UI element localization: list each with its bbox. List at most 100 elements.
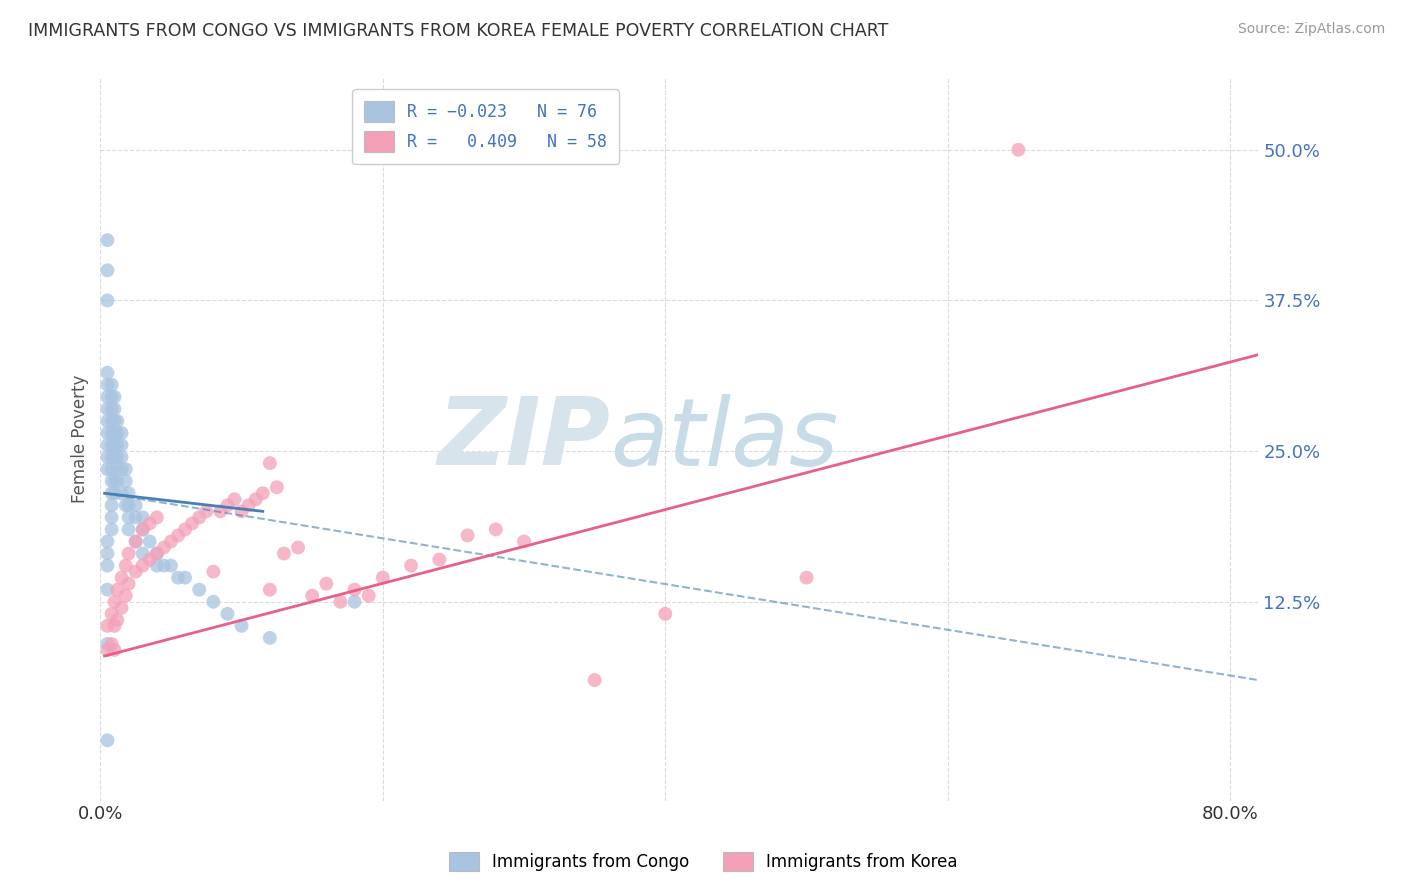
- Point: [114, 499, 136, 513]
- Point: [105, 450, 128, 464]
- Legend: R = −0.023   N = 76, R =   0.409   N = 58: R = −0.023 N = 76, R = 0.409 N = 58: [353, 89, 619, 164]
- Point: [100, 450, 122, 464]
- Point: [114, 558, 136, 573]
- Point: [103, 450, 125, 464]
- Point: [96, 377, 118, 392]
- Point: [329, 595, 352, 609]
- Point: [96, 547, 118, 561]
- Point: [231, 619, 253, 633]
- Point: [132, 547, 155, 561]
- Point: [457, 528, 479, 542]
- Point: [513, 534, 536, 549]
- Point: [124, 534, 146, 549]
- Point: [96, 438, 118, 452]
- Point: [105, 414, 128, 428]
- Point: [146, 547, 169, 561]
- Point: [160, 534, 183, 549]
- Point: [315, 576, 337, 591]
- Point: [202, 595, 225, 609]
- Point: [238, 499, 260, 513]
- Point: [100, 523, 122, 537]
- Point: [583, 673, 606, 687]
- Point: [100, 499, 122, 513]
- Point: [259, 631, 281, 645]
- Point: [100, 377, 122, 392]
- Point: [105, 582, 128, 597]
- Point: [96, 425, 118, 440]
- Point: [110, 438, 132, 452]
- Point: [100, 425, 122, 440]
- Point: [100, 438, 122, 452]
- Text: Source: ZipAtlas.com: Source: ZipAtlas.com: [1237, 22, 1385, 37]
- Point: [110, 600, 132, 615]
- Point: [167, 528, 190, 542]
- Point: [209, 504, 232, 518]
- Point: [343, 595, 366, 609]
- Point: [114, 462, 136, 476]
- Point: [124, 534, 146, 549]
- Point: [188, 510, 211, 524]
- Point: [96, 263, 118, 277]
- Point: [259, 582, 281, 597]
- Text: atlas: atlas: [610, 393, 838, 484]
- Point: [132, 523, 155, 537]
- Point: [105, 425, 128, 440]
- Point: [153, 541, 176, 555]
- Point: [167, 571, 190, 585]
- Point: [146, 558, 169, 573]
- Point: [117, 547, 139, 561]
- Point: [188, 582, 211, 597]
- Point: [100, 474, 122, 488]
- Point: [245, 492, 267, 507]
- Point: [1007, 143, 1029, 157]
- Point: [105, 613, 128, 627]
- Point: [110, 425, 132, 440]
- Point: [796, 571, 818, 585]
- Point: [96, 233, 118, 247]
- Point: [96, 293, 118, 308]
- Point: [132, 523, 155, 537]
- Point: [96, 733, 118, 747]
- Point: [160, 558, 183, 573]
- Point: [110, 462, 132, 476]
- Point: [139, 516, 162, 531]
- Point: [139, 534, 162, 549]
- Point: [132, 558, 155, 573]
- Point: [100, 390, 122, 404]
- Point: [301, 589, 323, 603]
- Point: [427, 552, 450, 566]
- Point: [100, 510, 122, 524]
- Point: [96, 643, 118, 657]
- Text: ZIP: ZIP: [437, 393, 610, 485]
- Text: IMMIGRANTS FROM CONGO VS IMMIGRANTS FROM KOREA FEMALE POVERTY CORRELATION CHART: IMMIGRANTS FROM CONGO VS IMMIGRANTS FROM…: [28, 22, 889, 40]
- Point: [202, 565, 225, 579]
- Point: [96, 366, 118, 380]
- Point: [132, 510, 155, 524]
- Point: [105, 462, 128, 476]
- Point: [117, 576, 139, 591]
- Point: [181, 516, 204, 531]
- Point: [287, 541, 309, 555]
- Point: [357, 589, 380, 603]
- Point: [103, 414, 125, 428]
- Point: [654, 607, 676, 621]
- Point: [371, 571, 394, 585]
- Point: [103, 390, 125, 404]
- Point: [117, 486, 139, 500]
- Point: [114, 474, 136, 488]
- Legend: Immigrants from Congo, Immigrants from Korea: Immigrants from Congo, Immigrants from K…: [440, 843, 966, 880]
- Point: [153, 558, 176, 573]
- Point: [146, 547, 169, 561]
- Point: [96, 414, 118, 428]
- Point: [399, 558, 422, 573]
- Point: [485, 523, 508, 537]
- Point: [96, 558, 118, 573]
- Point: [217, 499, 239, 513]
- Point: [195, 504, 218, 518]
- Point: [100, 637, 122, 651]
- Point: [96, 462, 118, 476]
- Point: [124, 565, 146, 579]
- Point: [100, 486, 122, 500]
- Point: [105, 438, 128, 452]
- Point: [146, 510, 169, 524]
